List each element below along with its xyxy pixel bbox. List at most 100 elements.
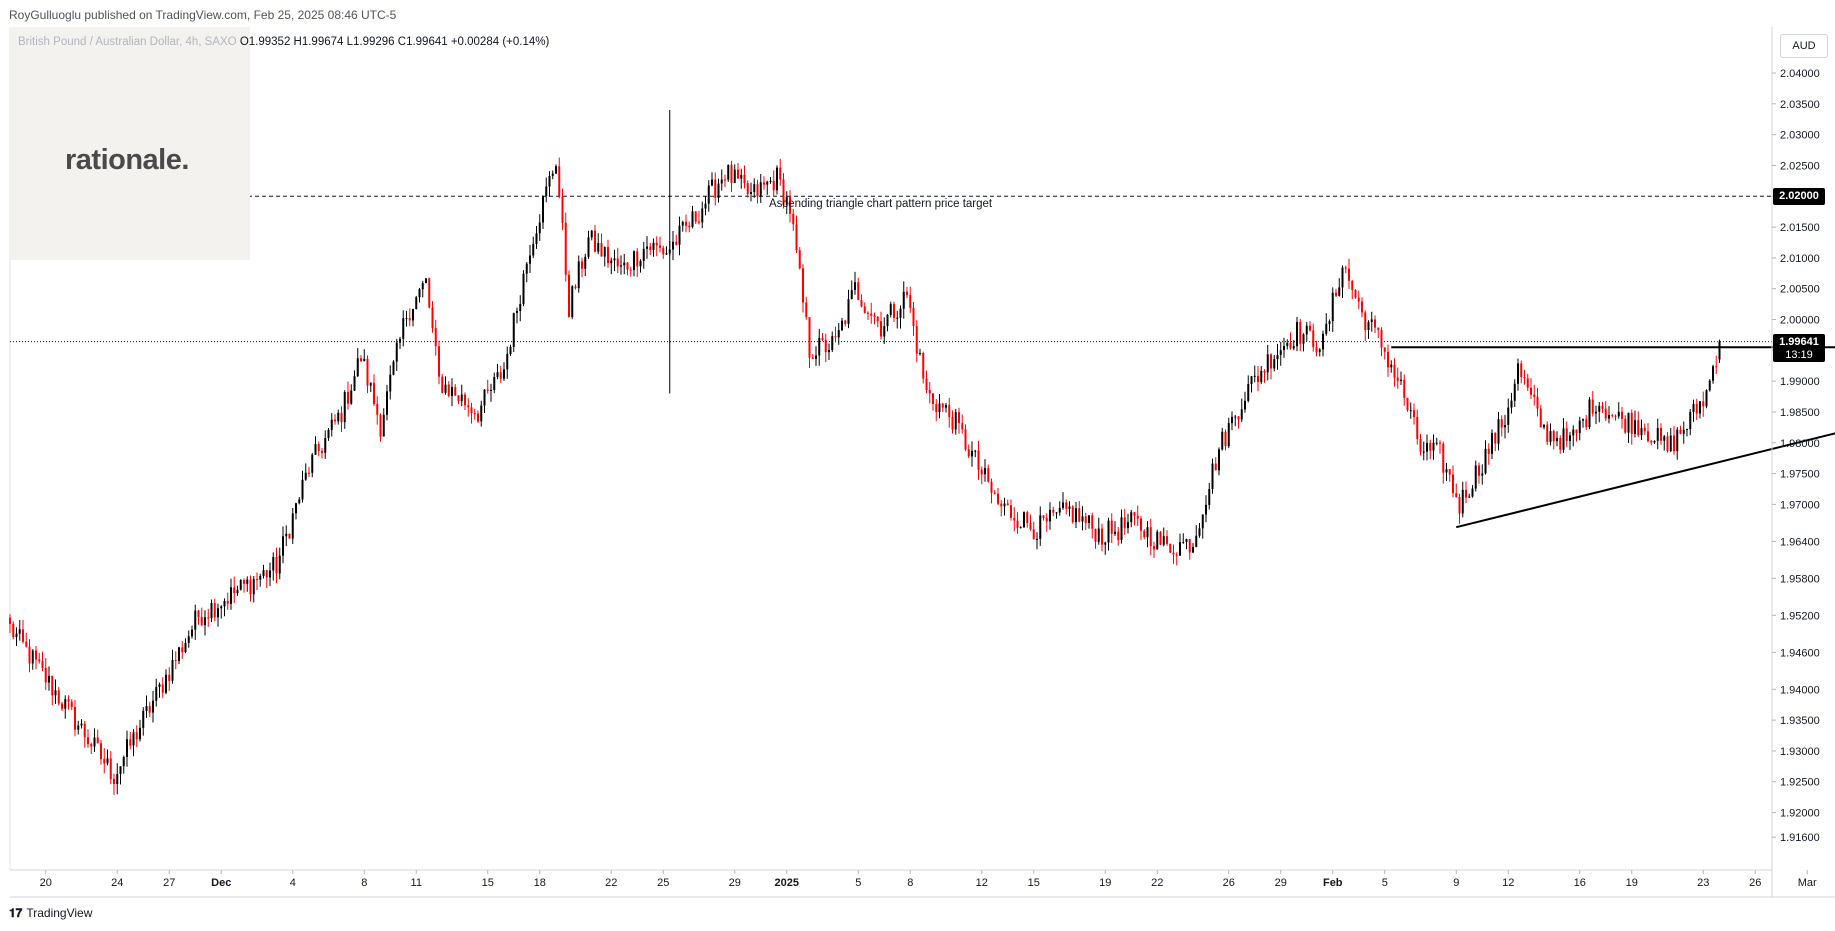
candle <box>483 389 486 413</box>
time-tick-label: 22 <box>605 877 617 889</box>
candle-body <box>447 384 450 396</box>
candle <box>1000 500 1003 517</box>
candle-body <box>418 289 421 298</box>
candle <box>568 270 570 318</box>
candle <box>941 402 944 413</box>
candle-body <box>581 261 583 269</box>
triangle-support-line[interactable] <box>1456 417 1835 529</box>
candle <box>1614 414 1617 421</box>
candle-body <box>1692 403 1695 412</box>
candle-body <box>1195 535 1198 547</box>
candle-body <box>1224 431 1227 447</box>
candle-body <box>594 230 596 252</box>
candle-body <box>1468 496 1471 498</box>
candle-body <box>590 230 593 238</box>
time-tick-label: 25 <box>657 877 669 889</box>
candle-body <box>711 179 713 186</box>
candle-body <box>275 556 278 574</box>
candle <box>1682 421 1685 444</box>
candle-body <box>1569 435 1571 441</box>
candle-body <box>382 414 385 437</box>
candle-body <box>1192 546 1194 553</box>
currency-selector[interactable]: AUD <box>1780 34 1828 58</box>
candle-body <box>506 353 509 370</box>
price-tick-label: 1.95800 <box>1780 573 1820 585</box>
candle <box>1429 439 1432 460</box>
candle <box>506 346 509 379</box>
horizontal-lines <box>10 195 1772 343</box>
candle-body <box>1422 451 1425 453</box>
candle <box>1175 552 1178 566</box>
candle <box>1695 398 1698 421</box>
candle <box>1247 375 1250 403</box>
candle-body <box>1429 443 1432 451</box>
time-tick-label: 19 <box>1626 877 1638 889</box>
candle <box>818 328 821 366</box>
candle-body <box>152 700 154 713</box>
candle <box>1572 425 1575 447</box>
candle-body <box>847 299 850 324</box>
candle <box>880 311 882 340</box>
candle-body <box>1708 380 1711 391</box>
candle <box>909 286 912 313</box>
candle <box>1689 408 1692 436</box>
price-target-annotation[interactable]: Ascending triangle chart pattern price t… <box>769 198 993 210</box>
candle-body <box>798 250 801 269</box>
candle <box>486 379 489 394</box>
time-tick-label: Dec <box>211 877 231 889</box>
time-tick-label: 4 <box>290 877 296 889</box>
candle-body <box>607 246 609 264</box>
candle-body <box>1650 441 1653 443</box>
candle <box>1335 288 1337 298</box>
candle <box>1367 320 1370 339</box>
candle-body <box>431 307 434 329</box>
candle <box>334 414 336 425</box>
candle-body <box>1068 506 1071 509</box>
candle-body <box>1439 442 1441 444</box>
candle <box>1604 401 1607 422</box>
candle <box>1023 511 1025 529</box>
candle-body <box>1513 383 1516 401</box>
candle <box>990 478 993 504</box>
candle-body <box>1517 363 1519 384</box>
candle-body <box>694 211 697 222</box>
candle <box>1266 344 1269 381</box>
candle-body <box>496 372 499 377</box>
symbol-name[interactable]: British Pound / Australian Dollar, 4h, S… <box>18 36 237 48</box>
candle <box>1679 425 1682 435</box>
candle-body <box>1647 431 1649 442</box>
candle <box>9 614 11 634</box>
candle-body <box>525 263 528 274</box>
candle <box>542 195 544 230</box>
candle <box>798 246 801 270</box>
candle-body <box>1478 465 1480 476</box>
candle <box>691 205 694 229</box>
candle-body <box>480 405 483 422</box>
candle <box>119 766 122 785</box>
candle <box>555 164 557 175</box>
time-axis: 20 24 27 Dec 4 8 11 15 18 22 25 29 2025 5 8 12 15 19 22 26 2… <box>10 869 1835 898</box>
candle <box>467 398 470 417</box>
time-tick-label: 27 <box>163 877 175 889</box>
candle-body <box>51 675 54 696</box>
candle-body <box>834 336 837 338</box>
candle <box>1172 544 1175 564</box>
candle-body <box>1143 530 1146 538</box>
candle-body <box>1078 508 1081 522</box>
candle <box>1133 511 1136 526</box>
candle <box>571 285 574 320</box>
candle-body <box>636 251 639 267</box>
candle-body <box>512 313 515 347</box>
candle-body <box>672 241 674 250</box>
footer-brand[interactable]: 𝟏𝟕 TradingView <box>9 906 92 921</box>
candle-body <box>616 258 619 267</box>
candle <box>789 190 791 223</box>
candle <box>282 526 284 564</box>
candle <box>987 464 990 483</box>
candle-body <box>1364 312 1367 331</box>
candle-body <box>1458 496 1461 514</box>
candle <box>1383 347 1386 360</box>
candle <box>187 630 190 648</box>
candle-body <box>408 318 411 321</box>
